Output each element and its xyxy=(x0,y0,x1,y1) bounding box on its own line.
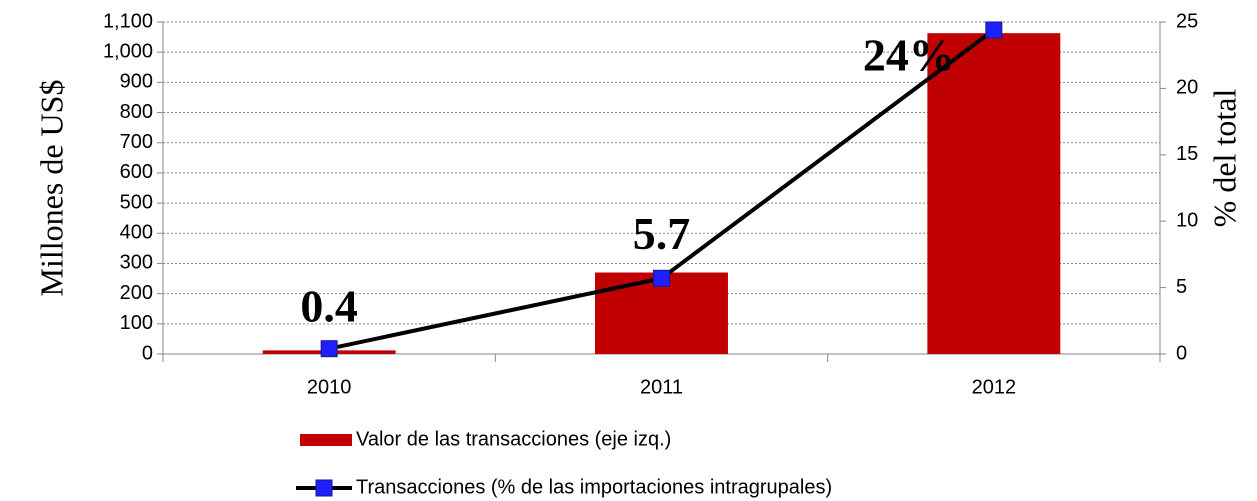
y-tick-label: 200 xyxy=(120,282,153,304)
y-tick-label: 1,000 xyxy=(103,40,153,62)
line-marker xyxy=(653,269,670,287)
y-tick-label: 1,100 xyxy=(103,10,153,32)
y2-tick-label: 5 xyxy=(1176,276,1187,298)
y-tick-label: 800 xyxy=(120,101,153,123)
data-label: 24% xyxy=(863,30,955,81)
x-tick-label: 2010 xyxy=(307,376,352,398)
legend-label: Valor de las transacciones (eje izq.) xyxy=(356,428,671,450)
line-marker xyxy=(985,21,1003,39)
data-label: 0.4 xyxy=(300,280,358,331)
y2-tick-label: 10 xyxy=(1176,209,1198,231)
x-tick-label: 2011 xyxy=(640,376,683,398)
y2-axis-title: % del total xyxy=(1206,89,1242,228)
data-label: 5.7 xyxy=(633,208,691,259)
y-tick-label: 900 xyxy=(120,71,153,93)
y2-tick-label: 25 xyxy=(1176,10,1198,32)
y2-tick-label: 0 xyxy=(1176,342,1187,364)
y2-tick-label: 15 xyxy=(1176,143,1198,165)
legend-marker xyxy=(315,479,333,497)
y-tick-label: 600 xyxy=(120,161,153,183)
y-axis-title: Millones de US$ xyxy=(33,80,69,297)
y-tick-label: 100 xyxy=(120,312,153,334)
x-tick-label: 2012 xyxy=(972,376,1017,398)
y-tick-label: 400 xyxy=(120,222,153,244)
legend-label: Transacciones (% de las importaciones in… xyxy=(356,476,832,498)
line-marker xyxy=(320,340,338,358)
y2-tick-label: 20 xyxy=(1176,77,1198,99)
legend-swatch xyxy=(300,434,352,446)
y-tick-label: 500 xyxy=(120,191,153,213)
y-tick-label: 0 xyxy=(142,342,153,364)
bar xyxy=(927,33,1061,355)
y-tick-label: 700 xyxy=(120,131,153,153)
y-tick-label: 300 xyxy=(120,252,153,274)
